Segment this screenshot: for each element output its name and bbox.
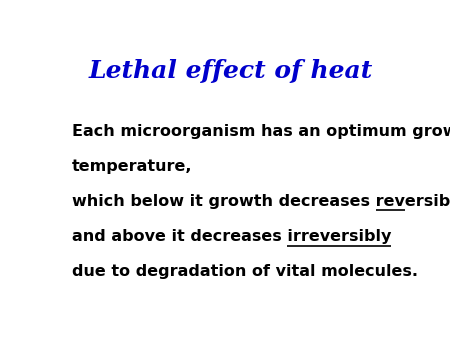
Text: Lethal effect of heat: Lethal effect of heat (89, 59, 373, 83)
Text: and above it decreases irreversibly: and above it decreases irreversibly (72, 229, 392, 244)
Text: which below it growth decreases reversibly: which below it growth decreases reversib… (72, 194, 450, 209)
Text: temperature,: temperature, (72, 159, 193, 174)
Text: Each microorganism has an optimum growth: Each microorganism has an optimum growth (72, 124, 450, 139)
Text: due to degradation of vital molecules.: due to degradation of vital molecules. (72, 264, 418, 280)
